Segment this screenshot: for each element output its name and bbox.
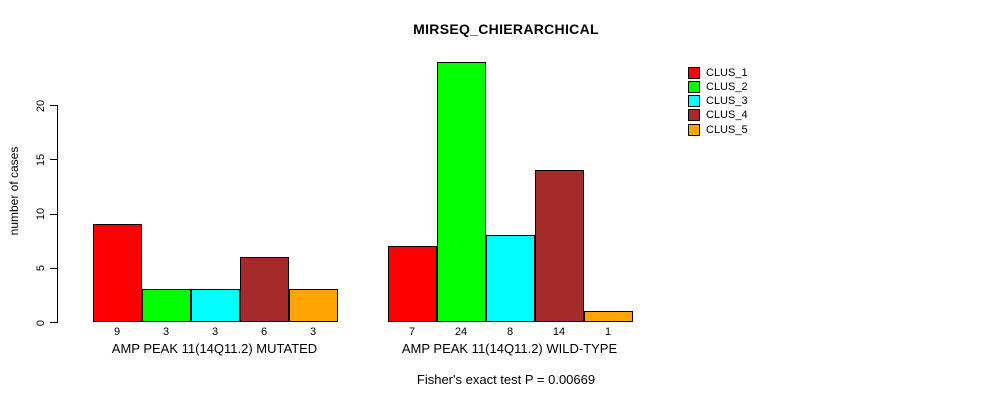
legend-item: CLUS_4 [688,109,748,122]
chart-title: MIRSEQ_CHIERARCHICAL [413,21,599,37]
x-category-label-mutated: AMP PEAK 11(14Q11.2) MUTATED [111,341,318,356]
chart-annotation: Fisher's exact test P = 0.00669 [416,372,596,387]
y-axis-label: number of cases [7,146,21,236]
legend-item: CLUS_3 [688,95,748,108]
y-axis-tick [50,322,57,323]
y-axis-tick-label: 15 [35,153,47,166]
legend-label: CLUS_4 [706,109,748,122]
bar-clus_5 [583,311,633,322]
y-axis-tick-label: 20 [35,99,47,112]
legend-swatch [688,95,700,107]
bar-value-label: 8 [506,326,514,338]
bar-clus_2 [141,289,191,322]
bar-value-label: 24 [454,326,468,338]
bar-clus_1 [92,224,142,322]
legend-item: CLUS_2 [688,80,748,93]
legend-label: CLUS_3 [706,95,748,107]
y-axis-tick-label: 10 [35,207,47,221]
bar-clus_5 [288,289,338,322]
y-axis-tick-label: 5 [35,265,47,272]
bar-value-label: 3 [309,326,317,338]
bar-clus_4 [239,256,289,322]
legend-label: CLUS_1 [706,66,748,79]
legend-swatch [688,80,700,93]
bar-clus_2 [436,61,486,322]
bar-value-label: 9 [113,326,121,338]
legend-item: CLUS_5 [688,123,748,136]
y-axis-tick [50,267,57,269]
bar-value-label: 1 [604,326,612,338]
bar-clus_3 [190,289,240,322]
bar-value-label: 7 [408,326,416,338]
bar-value-label: 14 [552,326,566,338]
bar-clus_4 [534,170,584,322]
y-axis-tick [50,213,57,215]
bar-value-label: 3 [211,326,219,338]
y-axis-tick [50,105,57,106]
legend-swatch [688,123,700,136]
bar-value-label: 3 [162,326,170,338]
legend-item: CLUS_1 [688,66,748,79]
y-axis [57,105,58,323]
y-axis-tick-label: 0 [35,319,47,326]
bar-clus_1 [387,246,437,322]
x-category-label-wild-type: AMP PEAK 11(14Q11.2) WILD-TYPE [401,341,618,356]
legend-swatch [688,66,700,79]
bar-clus_3 [485,235,535,322]
y-axis-tick [50,159,57,161]
legend-swatch [688,109,700,122]
bar-value-label: 6 [260,326,268,338]
legend-label: CLUS_2 [706,80,748,93]
legend-label: CLUS_5 [706,123,748,136]
